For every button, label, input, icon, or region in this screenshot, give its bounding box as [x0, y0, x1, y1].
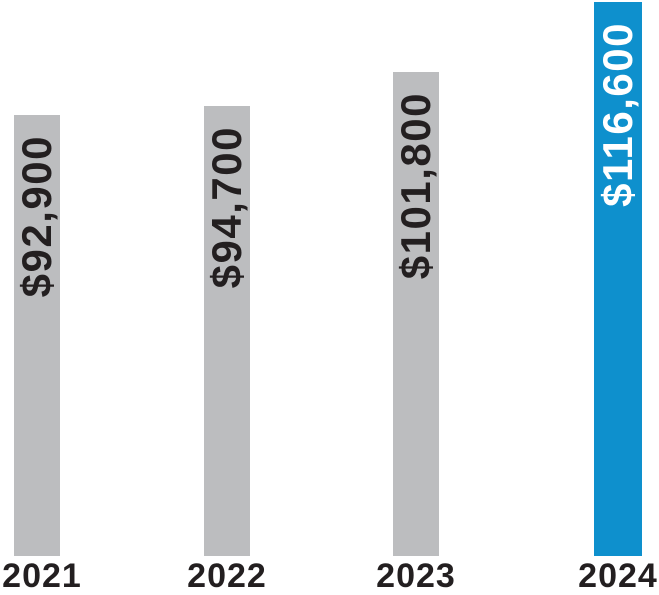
bar-2024: $116,600	[594, 2, 642, 556]
bar-value-label-2024: $116,600	[594, 22, 641, 207]
x-axis-label-2021: 2021	[2, 557, 82, 595]
x-axis-label-2024: 2024	[578, 557, 658, 595]
bar-2021: $92,900	[13, 115, 60, 556]
bar-value-label-2021: $92,900	[13, 135, 60, 298]
bar-2023: $101,800	[392, 72, 439, 556]
x-axis-label-2022: 2022	[187, 557, 267, 595]
bar-value-label-2022: $94,700	[203, 126, 250, 289]
bar-2022: $94,700	[203, 106, 250, 556]
x-axis-label-2023: 2023	[376, 557, 456, 595]
bar-value-label-2023: $101,800	[392, 92, 439, 280]
